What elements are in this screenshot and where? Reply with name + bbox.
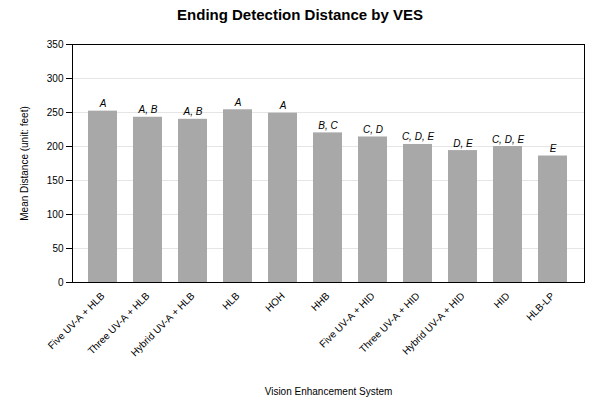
svg-text:HOH: HOH bbox=[263, 290, 287, 314]
svg-text:HID: HID bbox=[492, 290, 512, 310]
svg-text:100: 100 bbox=[47, 209, 64, 220]
svg-text:300: 300 bbox=[47, 73, 64, 84]
svg-text:200: 200 bbox=[47, 141, 64, 152]
svg-text:E: E bbox=[550, 143, 557, 154]
svg-text:A: A bbox=[279, 100, 287, 111]
html-text:Ending Detection Distance by V: Ending Detection Distance by VES bbox=[177, 6, 423, 23]
svg-text:Mean Distance (unit: feet): Mean Distance (unit: feet) bbox=[19, 106, 30, 221]
svg-text:B, C: B, C bbox=[318, 120, 338, 131]
svg-text:Five UV-A + HLB: Five UV-A + HLB bbox=[45, 290, 107, 352]
svg-text:D, E: D, E bbox=[453, 138, 473, 149]
svg-text:150: 150 bbox=[47, 175, 64, 186]
svg-text:C, D, E: C, D, E bbox=[402, 131, 435, 142]
svg-text:A, B: A, B bbox=[183, 106, 203, 117]
svg-text:A: A bbox=[99, 98, 107, 109]
svg-text:C, D: C, D bbox=[363, 124, 383, 135]
svg-text:C, D, E: C, D, E bbox=[492, 134, 525, 145]
svg-text:0: 0 bbox=[58, 277, 64, 288]
svg-text:HLB: HLB bbox=[220, 290, 242, 312]
svg-text:Three UV-A + HID: Three UV-A + HID bbox=[357, 290, 422, 355]
svg-text:HHB: HHB bbox=[309, 290, 332, 313]
svg-text:HLB-LP: HLB-LP bbox=[524, 290, 557, 323]
svg-text:Vision Enhancement System: Vision Enhancement System bbox=[265, 386, 393, 397]
svg-text:A: A bbox=[234, 97, 242, 108]
svg-text:Hybrid UV-A + HLB: Hybrid UV-A + HLB bbox=[129, 290, 197, 358]
svg-text:350: 350 bbox=[47, 39, 64, 50]
svg-text:50: 50 bbox=[52, 243, 64, 254]
svg-text:A, B: A, B bbox=[138, 104, 158, 115]
svg-text:250: 250 bbox=[47, 107, 64, 118]
svg-text:Five UV-A + HID: Five UV-A + HID bbox=[317, 290, 377, 350]
svg-text:Hybrid UV-A + HID: Hybrid UV-A + HID bbox=[400, 290, 467, 357]
svg-text:Three UV-A + HLB: Three UV-A + HLB bbox=[85, 290, 152, 357]
